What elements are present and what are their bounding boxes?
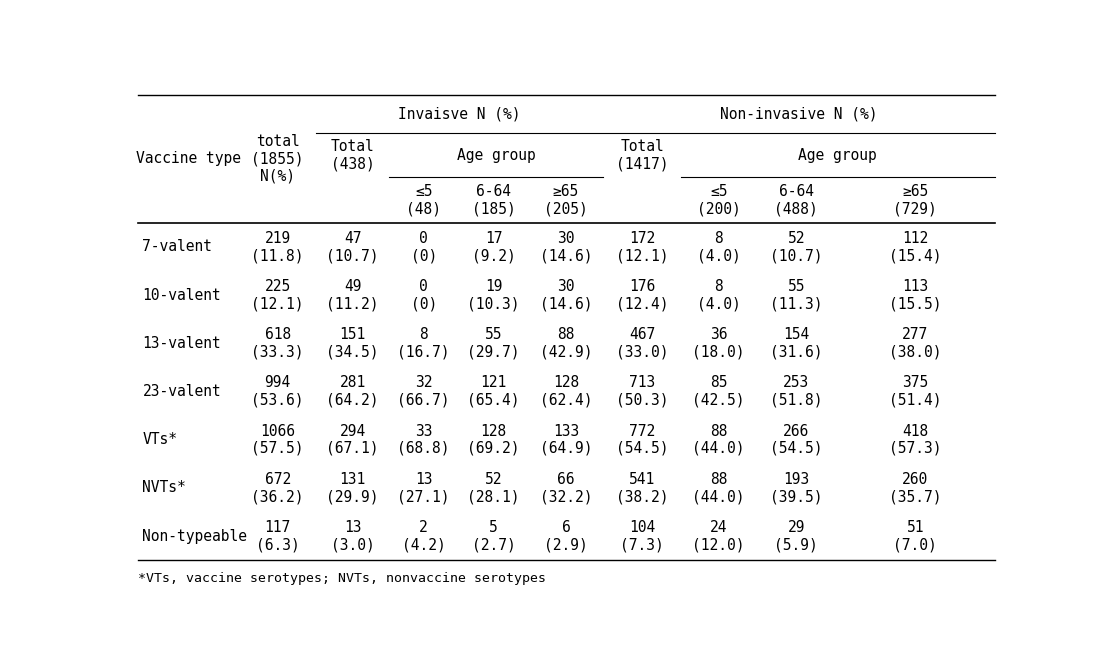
Text: 8
(4.0): 8 (4.0) [697, 279, 740, 311]
Text: 47
(10.7): 47 (10.7) [326, 231, 379, 263]
Text: Invaisve N (%): Invaisve N (%) [399, 107, 520, 122]
Text: 13
(3.0): 13 (3.0) [330, 520, 375, 552]
Text: 13-valent: 13-valent [143, 336, 221, 351]
Text: 55
(11.3): 55 (11.3) [770, 279, 822, 311]
Text: 713
(50.3): 713 (50.3) [615, 375, 669, 408]
Text: 772
(54.5): 772 (54.5) [615, 424, 669, 456]
Text: 418
(57.3): 418 (57.3) [890, 424, 941, 456]
Text: 131
(29.9): 131 (29.9) [326, 472, 379, 504]
Text: 17
(9.2): 17 (9.2) [472, 231, 515, 263]
Text: 49
(11.2): 49 (11.2) [326, 279, 379, 311]
Text: 8
(16.7): 8 (16.7) [398, 327, 450, 359]
Text: 1066
(57.5): 1066 (57.5) [252, 424, 304, 456]
Text: 0
(0): 0 (0) [411, 231, 436, 263]
Text: 13
(27.1): 13 (27.1) [398, 472, 450, 504]
Text: 66
(32.2): 66 (32.2) [539, 472, 592, 504]
Text: ≥65
(729): ≥65 (729) [894, 184, 937, 216]
Text: 33
(68.8): 33 (68.8) [398, 424, 450, 456]
Text: 128
(69.2): 128 (69.2) [467, 424, 519, 456]
Text: 128
(62.4): 128 (62.4) [539, 375, 592, 408]
Text: 541
(38.2): 541 (38.2) [615, 472, 669, 504]
Text: NVTs*: NVTs* [143, 481, 186, 495]
Text: 7-valent: 7-valent [143, 240, 212, 254]
Text: 672
(36.2): 672 (36.2) [252, 472, 304, 504]
Text: 6-64
(185): 6-64 (185) [472, 184, 515, 216]
Text: 994
(53.6): 994 (53.6) [252, 375, 304, 408]
Text: Non-invasive N (%): Non-invasive N (%) [720, 107, 877, 122]
Text: 618
(33.3): 618 (33.3) [252, 327, 304, 359]
Text: VTs*: VTs* [143, 432, 178, 448]
Text: Age group: Age group [456, 147, 536, 163]
Text: 172
(12.1): 172 (12.1) [615, 231, 669, 263]
Text: ≤5
(48): ≤5 (48) [407, 184, 441, 216]
Text: Age group: Age group [799, 147, 877, 163]
Text: Total
(438): Total (438) [330, 139, 375, 171]
Text: 85
(42.5): 85 (42.5) [693, 375, 745, 408]
Text: 52
(10.7): 52 (10.7) [770, 231, 822, 263]
Text: 23-valent: 23-valent [143, 384, 221, 399]
Text: *VTs, vaccine serotypes; NVTs, nonvaccine serotypes: *VTs, vaccine serotypes; NVTs, nonvaccin… [138, 572, 546, 585]
Text: 30
(14.6): 30 (14.6) [539, 231, 592, 263]
Text: 112
(15.4): 112 (15.4) [890, 231, 941, 263]
Text: 88
(42.9): 88 (42.9) [539, 327, 592, 359]
Text: total
(1855)
N(%): total (1855) N(%) [252, 134, 304, 184]
Text: Vaccine type: Vaccine type [136, 151, 241, 167]
Text: 260
(35.7): 260 (35.7) [890, 472, 941, 504]
Text: 277
(38.0): 277 (38.0) [890, 327, 941, 359]
Text: ≤5
(200): ≤5 (200) [697, 184, 740, 216]
Text: ≥65
(205): ≥65 (205) [544, 184, 588, 216]
Text: Total
(1417): Total (1417) [615, 139, 669, 171]
Text: 133
(64.9): 133 (64.9) [539, 424, 592, 456]
Text: 5
(2.7): 5 (2.7) [472, 520, 515, 552]
Text: 6-64
(488): 6-64 (488) [775, 184, 818, 216]
Text: 253
(51.8): 253 (51.8) [770, 375, 822, 408]
Text: 117
(6.3): 117 (6.3) [256, 520, 299, 552]
Text: 36
(18.0): 36 (18.0) [693, 327, 745, 359]
Text: 30
(14.6): 30 (14.6) [539, 279, 592, 311]
Text: 6
(2.9): 6 (2.9) [544, 520, 588, 552]
Text: 32
(66.7): 32 (66.7) [398, 375, 450, 408]
Text: 0
(0): 0 (0) [411, 279, 436, 311]
Text: Non-typeable: Non-typeable [143, 529, 248, 544]
Text: 88
(44.0): 88 (44.0) [693, 472, 745, 504]
Text: 219
(11.8): 219 (11.8) [252, 231, 304, 263]
Text: 281
(64.2): 281 (64.2) [326, 375, 379, 408]
Text: 19
(10.3): 19 (10.3) [467, 279, 519, 311]
Text: 266
(54.5): 266 (54.5) [770, 424, 822, 456]
Text: 88
(44.0): 88 (44.0) [693, 424, 745, 456]
Text: 193
(39.5): 193 (39.5) [770, 472, 822, 504]
Text: 104
(7.3): 104 (7.3) [620, 520, 664, 552]
Text: 24
(12.0): 24 (12.0) [693, 520, 745, 552]
Text: 154
(31.6): 154 (31.6) [770, 327, 822, 359]
Text: 2
(4.2): 2 (4.2) [402, 520, 445, 552]
Text: 225
(12.1): 225 (12.1) [252, 279, 304, 311]
Text: 375
(51.4): 375 (51.4) [890, 375, 941, 408]
Text: 51
(7.0): 51 (7.0) [894, 520, 937, 552]
Text: 151
(34.5): 151 (34.5) [326, 327, 379, 359]
Text: 10-valent: 10-valent [143, 288, 221, 303]
Text: 294
(67.1): 294 (67.1) [326, 424, 379, 456]
Text: 176
(12.4): 176 (12.4) [615, 279, 669, 311]
Text: 29
(5.9): 29 (5.9) [775, 520, 818, 552]
Text: 8
(4.0): 8 (4.0) [697, 231, 740, 263]
Text: 121
(65.4): 121 (65.4) [467, 375, 519, 408]
Text: 113
(15.5): 113 (15.5) [890, 279, 941, 311]
Text: 467
(33.0): 467 (33.0) [615, 327, 669, 359]
Text: 55
(29.7): 55 (29.7) [467, 327, 519, 359]
Text: 52
(28.1): 52 (28.1) [467, 472, 519, 504]
